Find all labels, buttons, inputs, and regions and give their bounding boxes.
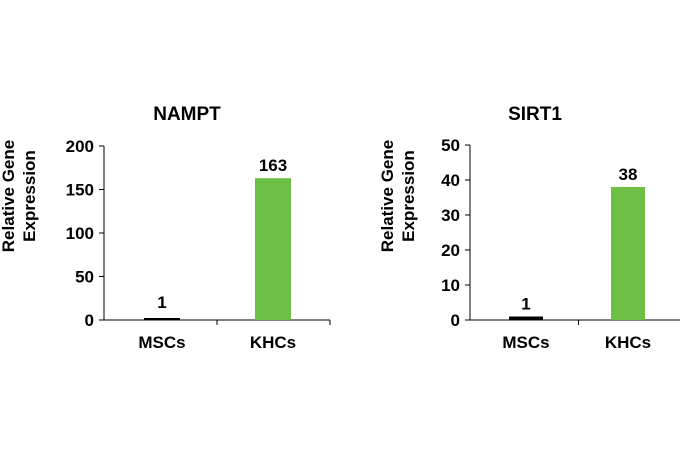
y-tick-label: 30	[441, 206, 460, 225]
x-category-label: MSCs	[502, 333, 549, 352]
data-label: 38	[619, 165, 638, 184]
chart-panel-1: NAMPT Relative Gene Expression 0 50 100 150 200…	[0, 104, 331, 352]
y-axis-label: Relative Gene	[378, 140, 397, 252]
y-tick-label: 200	[66, 137, 94, 156]
x-category-label: KHCs	[605, 333, 651, 352]
y-tick-label: 50	[75, 268, 94, 287]
x-category-label: KHCs	[250, 333, 296, 352]
bar-khcs	[255, 178, 291, 320]
chart-title: NAMPT	[153, 104, 221, 125]
y-axis-label: Expression	[399, 150, 418, 242]
chart-panel-2: SIRT1 Relative Gene Expression 0 10 20 30 40 50 1…	[378, 104, 680, 352]
chart-title: SIRT1	[508, 104, 562, 125]
x-category-label: MSCs	[138, 333, 185, 352]
y-tick-label: 0	[451, 311, 460, 330]
y-tick-label: 150	[66, 181, 94, 200]
bar-mscs	[509, 316, 543, 320]
y-axis-label: Relative Gene	[0, 140, 18, 252]
bar-khcs	[611, 187, 645, 320]
y-tick-label: 10	[441, 276, 460, 295]
data-label: 163	[259, 156, 287, 175]
data-label: 1	[157, 293, 166, 312]
y-tick-label: 20	[441, 241, 460, 260]
y-tick-label: 100	[66, 224, 94, 243]
y-axis-label: Expression	[20, 150, 39, 242]
y-tick-label: 0	[85, 311, 94, 330]
data-label: 1	[521, 295, 530, 314]
y-tick-label: 40	[441, 171, 460, 190]
y-tick-label: 50	[441, 136, 460, 155]
bar-mscs	[144, 318, 180, 320]
